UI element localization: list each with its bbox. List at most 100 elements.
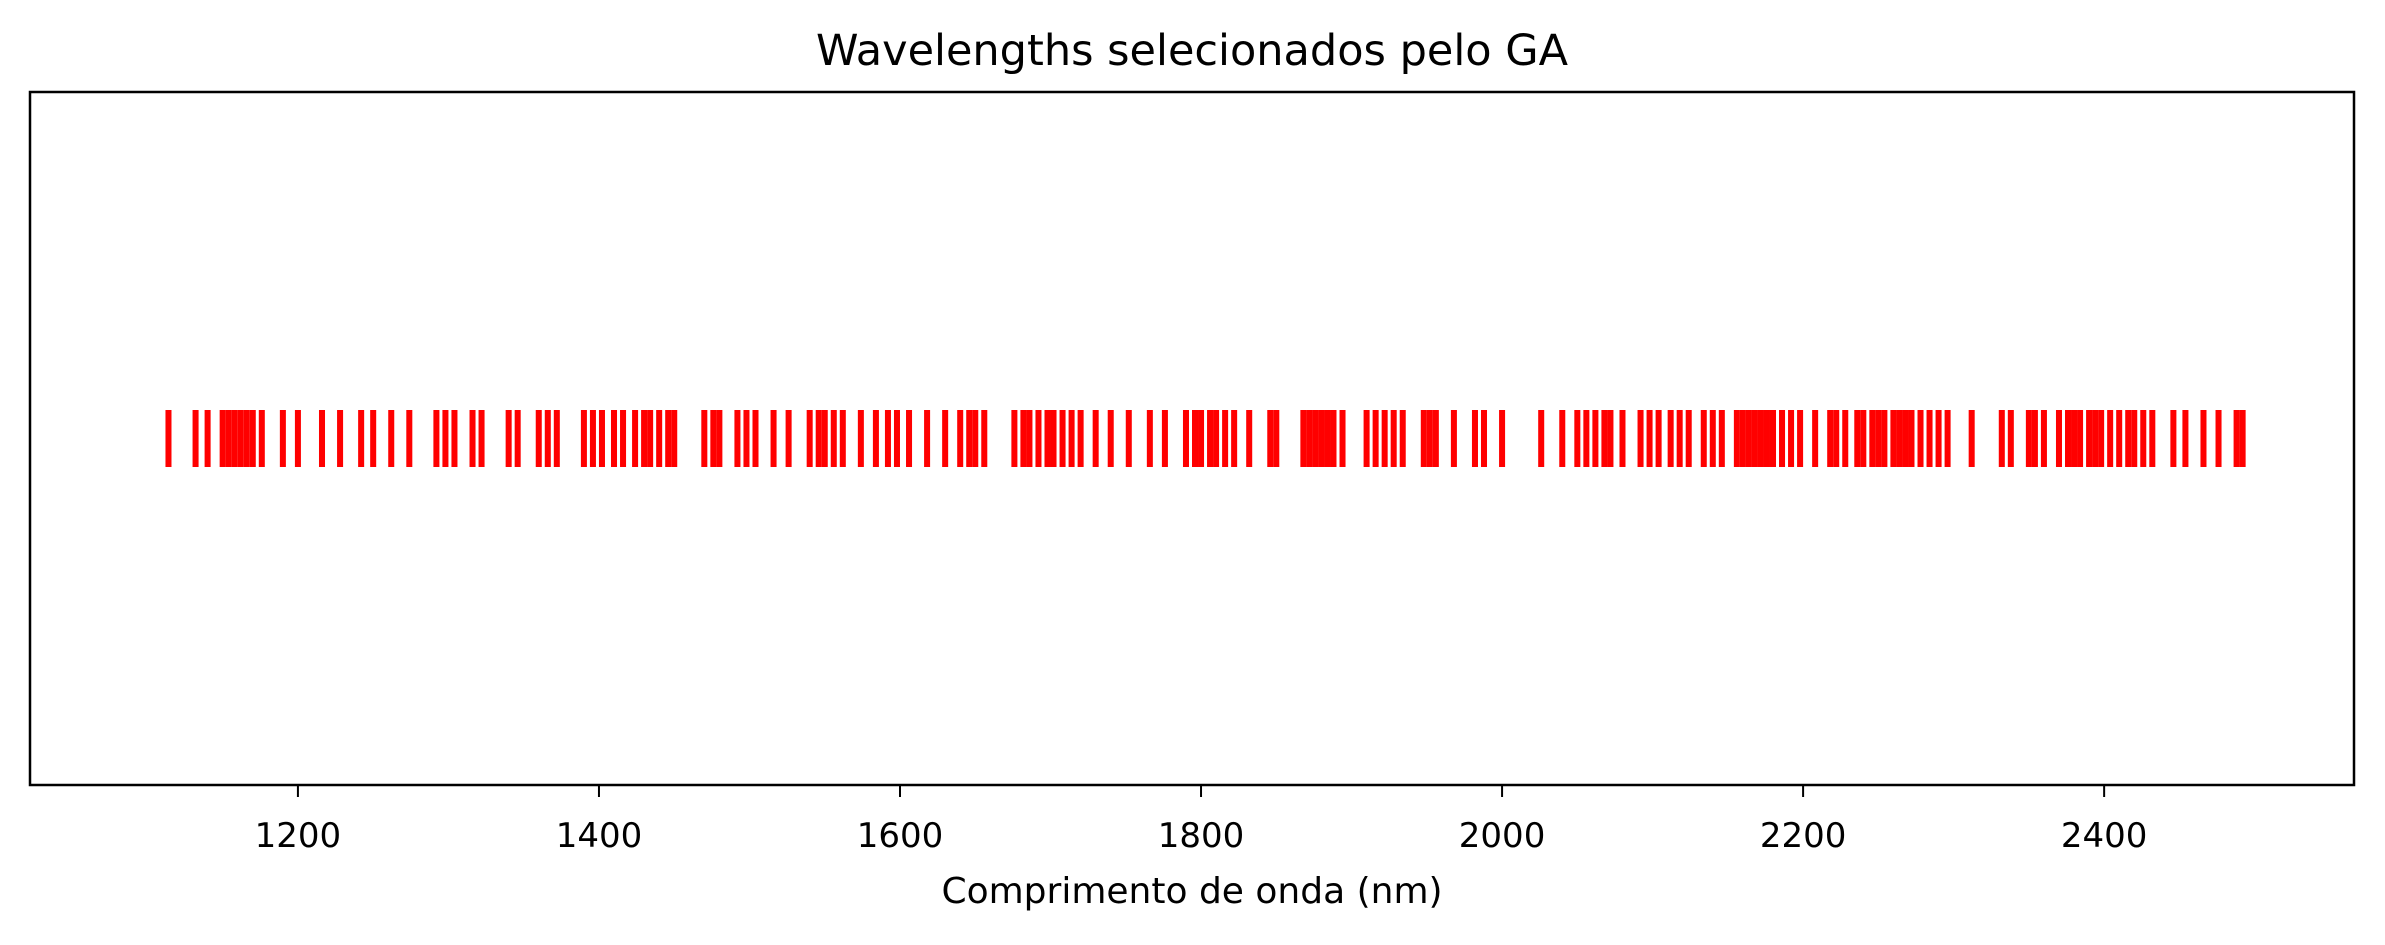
wavelength-mark bbox=[611, 410, 618, 467]
x-axis-ticks: 1200 1400 1600 1800 2000 2200 2400 bbox=[255, 785, 2148, 856]
wavelength-mark bbox=[1125, 410, 1132, 467]
wavelength-mark bbox=[1601, 410, 1608, 467]
wavelength-mark bbox=[1207, 410, 1214, 467]
wavelength-mark bbox=[358, 410, 365, 467]
wavelength-mark bbox=[2086, 410, 2093, 467]
wavelength-mark bbox=[734, 410, 741, 467]
wavelength-mark bbox=[710, 410, 717, 467]
wavelength-mark bbox=[1213, 410, 1220, 467]
wavelength-mark bbox=[1399, 410, 1406, 467]
wavelength-mark bbox=[1812, 410, 1819, 467]
wavelength-mark bbox=[1339, 410, 1346, 467]
wavelength-mark bbox=[1471, 410, 1478, 467]
wavelength-mark bbox=[1842, 410, 1849, 467]
wavelength-mark bbox=[1869, 410, 1876, 467]
wavelength-mark bbox=[743, 410, 750, 467]
wavelength-mark bbox=[243, 410, 250, 467]
wavelength-mark bbox=[1035, 410, 1042, 467]
wavelength-mark bbox=[1318, 410, 1325, 467]
wavelength-mark bbox=[906, 410, 913, 467]
wavelength-mark bbox=[942, 410, 949, 467]
wavelength-mark bbox=[294, 410, 301, 467]
wavelength-mark bbox=[2071, 410, 2078, 467]
wavelength-mark bbox=[1860, 410, 1867, 467]
wavelength-mark bbox=[388, 410, 395, 467]
wavelength-mark bbox=[2215, 410, 2222, 467]
wavelength-mark bbox=[1700, 410, 1707, 467]
wavelength-mark bbox=[1050, 410, 1057, 467]
x-tick-label: 1600 bbox=[857, 816, 944, 856]
wavelength-mark bbox=[2131, 410, 2138, 467]
wavelength-mark bbox=[1917, 410, 1924, 467]
wavelength-mark bbox=[478, 410, 485, 467]
wavelength-mark bbox=[1011, 410, 1018, 467]
wavelength-mark bbox=[2125, 410, 2132, 467]
wavelength-mark bbox=[1146, 410, 1153, 467]
x-tick-label: 1200 bbox=[255, 816, 342, 856]
wavelength-mark bbox=[1646, 410, 1653, 467]
wavelength-mark bbox=[1273, 410, 1280, 467]
wavelength-mark bbox=[972, 410, 979, 467]
wavelength-mark bbox=[830, 410, 837, 467]
wavelength-mark bbox=[1583, 410, 1590, 467]
wavelength-mark bbox=[1068, 410, 1075, 467]
wavelength-mark bbox=[2239, 410, 2246, 467]
wavelength-mark bbox=[1788, 410, 1795, 467]
wavelength-mark bbox=[2098, 410, 2105, 467]
chart-title: Wavelengths selecionados pelo GA bbox=[816, 26, 1569, 76]
wavelength-mark bbox=[1854, 410, 1861, 467]
wavelength-mark bbox=[589, 410, 596, 467]
wavelength-mark bbox=[1574, 410, 1581, 467]
wavelength-mark bbox=[641, 410, 648, 467]
wavelength-mark bbox=[1390, 410, 1397, 467]
wavelength-mark bbox=[318, 410, 326, 467]
wavelength-mark bbox=[219, 410, 226, 467]
wavelength-mark bbox=[442, 410, 449, 467]
x-tick-label: 2400 bbox=[2061, 816, 2148, 856]
wavelength-mark bbox=[632, 410, 639, 467]
wavelength-mark bbox=[1827, 410, 1834, 467]
wavelength-mark bbox=[1833, 410, 1840, 467]
wavelength-mark bbox=[872, 410, 879, 467]
wavelength-mark bbox=[1372, 410, 1379, 467]
wavelength-mark bbox=[2170, 410, 2177, 467]
wavelength-mark bbox=[1077, 410, 1084, 467]
wavelength-mark bbox=[1198, 410, 1205, 467]
wavelength-mark bbox=[1363, 410, 1370, 467]
wavelength-mark bbox=[1757, 410, 1764, 467]
wavelength-mark bbox=[1998, 410, 2005, 467]
wavelength-mark bbox=[957, 410, 964, 467]
wavelength-mark bbox=[204, 410, 211, 467]
wavelength-mark bbox=[1559, 410, 1566, 467]
wavelength-mark bbox=[2092, 410, 2099, 467]
wavelength-mark bbox=[258, 410, 265, 467]
wavelength-mark bbox=[1026, 410, 1033, 467]
wavelength-mark bbox=[469, 410, 476, 467]
wavelength-mark bbox=[1619, 410, 1626, 467]
wavelength-mark bbox=[884, 410, 891, 467]
wavelength-mark bbox=[237, 410, 244, 467]
wavelength-mark bbox=[647, 410, 654, 467]
wavelength-mark bbox=[857, 410, 864, 467]
wavelength-mark bbox=[2149, 410, 2156, 467]
wavelength-mark bbox=[1107, 410, 1114, 467]
wavelength-mark bbox=[1381, 410, 1388, 467]
wavelength-mark bbox=[1246, 410, 1253, 467]
wavelength-mark bbox=[2140, 410, 2147, 467]
wavelength-mark bbox=[598, 410, 605, 467]
wavelength-mark bbox=[1192, 410, 1199, 467]
wavelength-mark bbox=[2065, 410, 2072, 467]
wavelength-mark bbox=[815, 410, 822, 467]
wavelength-mark bbox=[1300, 410, 1307, 467]
wavelength-mark bbox=[2116, 410, 2123, 467]
wavelength-mark bbox=[1267, 410, 1274, 467]
wavelength-mark bbox=[580, 410, 587, 467]
wavelength-mark bbox=[535, 410, 542, 467]
x-axis-label: Comprimento de onda (nm) bbox=[941, 871, 1442, 912]
wavelength-mark bbox=[2233, 410, 2240, 467]
wavelength-mark bbox=[1607, 410, 1614, 467]
wavelength-mark bbox=[1745, 410, 1752, 467]
wavelength-mark bbox=[1676, 410, 1683, 467]
wavelength-mark bbox=[1944, 410, 1951, 467]
wavelength-mark bbox=[665, 410, 672, 467]
